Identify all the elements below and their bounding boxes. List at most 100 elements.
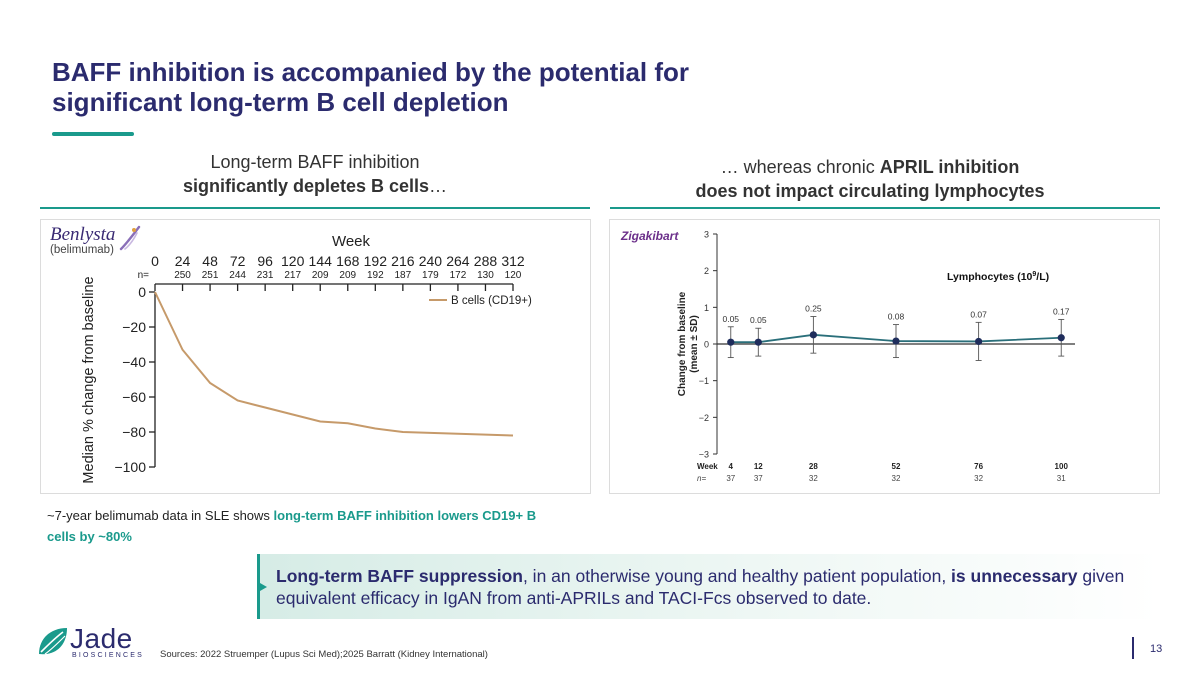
bcell-y-tick-label: −100 <box>114 459 146 475</box>
sources-note: Sources: 2022 Struemper (Lupus Sci Med);… <box>160 649 488 660</box>
right-header-line2-bold: does not impact circulating lymphocytes <box>695 181 1045 201</box>
bcell-x-tick-label: 120 <box>281 253 305 269</box>
lymph-x-tick-label: 100 <box>1055 462 1069 471</box>
bcell-x-tick-label: 24 <box>175 253 191 269</box>
bcell-y-tick-label: −20 <box>122 319 146 335</box>
callout-text-1: , in an otherwise young and healthy pati… <box>522 566 952 586</box>
bcell-y-tick-label: −60 <box>122 389 146 405</box>
bcell-chart-title: Week <box>332 233 371 250</box>
bcell-x-tick-label: 96 <box>257 253 273 269</box>
bcell-caption: ~7-year belimumab data in SLE shows long… <box>47 505 567 547</box>
callout-bold-2: is unnecessary <box>951 566 1078 586</box>
callout-arrow-icon <box>260 583 267 591</box>
lymph-n-value: 32 <box>974 474 983 483</box>
bcell-x-tick-label: 288 <box>474 253 498 269</box>
lymph-value-label: 0.05 <box>750 315 767 325</box>
bcell-n-value: 192 <box>367 270 384 281</box>
slide-title-line1: BAFF inhibition is accompanied by the po… <box>52 57 690 87</box>
lymph-value-label: 0.17 <box>1053 306 1070 316</box>
title-accent-bar <box>52 132 134 136</box>
bcell-x-tick-label: 240 <box>419 253 443 269</box>
lymph-n-label: n= <box>697 474 706 483</box>
lymph-title-main: Lymphocytes (10 <box>947 271 1033 283</box>
bcell-n-value: 250 <box>174 270 191 281</box>
lymph-chart-title: Lymphocytes (109/L) <box>947 271 1049 283</box>
lymph-y-axis-label-2: (mean ± SD) <box>689 315 700 373</box>
lymph-y-tick-label: −1 <box>699 376 709 386</box>
lymph-value-label: 0.25 <box>805 304 822 314</box>
lymph-x-tick-label: 76 <box>974 462 983 471</box>
lymph-data-point <box>1057 334 1065 342</box>
bcell-chart-panel: Benlysta (belimumab) Week 0 24 48 72 96 120 144… <box>40 219 591 494</box>
bcell-x-tick-label: 48 <box>202 253 218 269</box>
lymph-data-point <box>975 337 983 346</box>
callout-text: Long-term BAFF suppression, in an otherw… <box>276 565 1156 609</box>
lymph-n-value: 32 <box>892 474 901 483</box>
jade-leaf-icon <box>39 628 67 655</box>
page-number-bar <box>1132 637 1134 659</box>
callout-text-2: given equivalent efficacy in IgAN from a… <box>276 566 1125 608</box>
bcell-y-tick-label: −80 <box>122 424 146 440</box>
lymph-value-label: 0.05 <box>722 314 739 324</box>
lymph-y-axis-label-1: Change from baseline <box>677 291 688 396</box>
lymph-x-tick-label: 12 <box>754 462 763 471</box>
lymph-x-tick-label: 4 <box>729 462 734 471</box>
callout-bold-1: Long-term BAFF suppression <box>276 566 523 586</box>
lymph-value-label: 0.07 <box>970 309 987 319</box>
bcell-n-label: n= <box>138 270 150 281</box>
benlysta-generic: (belimumab) <box>50 244 114 256</box>
benlysta-logo: Benlysta (belimumab) <box>50 224 116 257</box>
right-header-rule <box>610 207 1160 209</box>
lymph-x-tick-label: 52 <box>892 462 901 471</box>
left-header-line2-tail: … <box>429 176 448 196</box>
lymphocyte-chart-panel: Zigakibart 3 2 1 0 −1 −2 −3 Change from baselin… <box>609 219 1160 494</box>
lymph-y-tick-label: 1 <box>704 303 709 313</box>
jade-logo-subtitle: BIOSCIENCES <box>72 652 145 659</box>
right-header-line1-bold: APRIL inhibition <box>879 157 1020 177</box>
bcell-n-value: 172 <box>450 270 467 281</box>
bcell-x-tick-label: 264 <box>446 253 470 269</box>
slide-title: BAFF inhibition is accompanied by the po… <box>52 57 812 117</box>
left-header-line2-bold: significantly depletes B cells <box>182 176 430 196</box>
lymph-title-sup: 9 <box>1032 271 1036 278</box>
caption-lead: ~7-year belimumab data in SLE shows <box>47 508 274 523</box>
key-message-callout: Long-term BAFF suppression, in an otherw… <box>257 554 1160 619</box>
bcell-x-tick-label: 168 <box>336 253 360 269</box>
bcell-x-tick-label: 144 <box>309 253 333 269</box>
lymph-y-tick-label: 2 <box>704 266 709 276</box>
bcell-n-value: 130 <box>477 270 494 281</box>
benlysta-brand: Benlysta <box>50 224 116 245</box>
benlysta-swoosh-icon <box>119 225 141 251</box>
bcell-x-tick-label: 72 <box>230 253 246 269</box>
page-number: 13 <box>1150 643 1163 655</box>
caption-highlight: long-term BAFF inhibition lowers CD19+ B… <box>47 508 537 544</box>
lymph-data-point <box>727 338 735 346</box>
lymph-series-line <box>730 333 1062 344</box>
bcell-y-tick-label: −40 <box>122 354 146 370</box>
lymph-y-tick-label: −3 <box>699 450 709 460</box>
bcell-y-tick-label: 0 <box>138 284 146 300</box>
bcell-n-value: 209 <box>339 270 356 281</box>
bcell-n-value: 209 <box>312 270 329 281</box>
bcell-x-tick-label: 216 <box>391 253 415 269</box>
lymph-n-value: 31 <box>1057 474 1066 483</box>
jade-logo-word: Jade <box>70 623 133 654</box>
bcell-x-tick-label: 312 <box>501 253 525 269</box>
lymph-title-tail: /L) <box>1036 271 1049 283</box>
bcell-n-value: 120 <box>505 270 522 281</box>
lymph-n-value: 37 <box>754 474 763 483</box>
bcell-legend-label: B cells (CD19+) <box>451 295 532 307</box>
slide-title-line2: significant long-term B cell depletion <box>52 87 509 117</box>
bcell-n-value: 217 <box>284 270 301 281</box>
bcell-x-tick-label: 0 <box>151 253 159 269</box>
left-header-rule <box>40 207 590 209</box>
zigakibart-label: Zigakibart <box>621 229 679 243</box>
left-column-header: Long-term BAFF inhibition significantly … <box>100 150 530 198</box>
lymph-x-axis-label: Week <box>697 462 718 471</box>
left-header-line1: Long-term BAFF inhibition <box>210 152 420 172</box>
lymph-data-point <box>754 338 762 346</box>
bcell-n-value: 244 <box>229 270 246 281</box>
lymph-n-value: 37 <box>726 474 735 483</box>
